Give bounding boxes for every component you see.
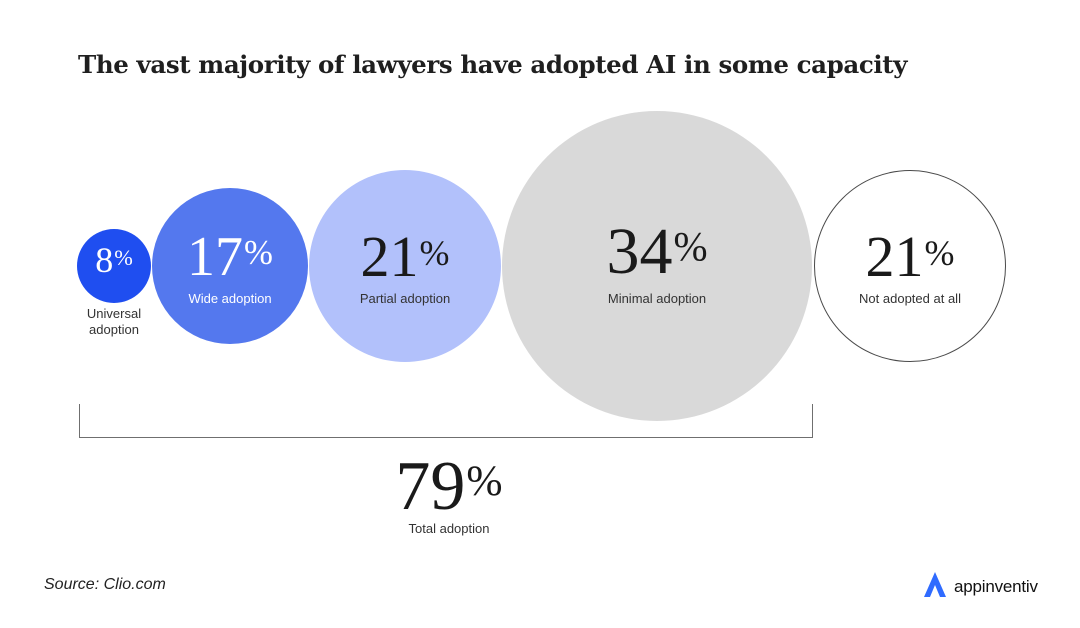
brand-logo: appinventiv xyxy=(921,569,1038,604)
total-value-number: 79 xyxy=(395,448,466,525)
bubble-universal-adoption xyxy=(77,229,151,303)
category-label-partial-adoption: Partial adoption xyxy=(359,291,451,306)
category-label-wide-adoption: Wide adoption xyxy=(188,291,272,306)
bubble-wide-adoption xyxy=(152,188,308,344)
value-label-wide-adoption: 17% xyxy=(187,226,273,288)
value-label-partial-adoption: 21% xyxy=(360,224,450,289)
bubble-partial-adoption xyxy=(309,170,501,362)
category-label-minimal-adoption: Minimal adoption xyxy=(607,291,707,306)
bubble-minimal-adoption xyxy=(502,111,812,421)
total-value: 79% xyxy=(349,452,549,522)
total-value-unit: % xyxy=(466,457,503,506)
total-label: Total adoption xyxy=(408,521,490,536)
brand-name: appinventiv xyxy=(954,576,1038,596)
source-note: Source: Clio.com xyxy=(44,576,166,593)
total-bracket xyxy=(79,404,813,438)
category-label-not-adopted-at-all: Not adopted at all xyxy=(859,291,961,306)
value-label-not-adopted-at-all: 21% xyxy=(865,224,955,289)
chart-title: The vast majority of lawyers have adopte… xyxy=(78,50,908,79)
bubble-not-adopted-at-all xyxy=(814,170,1006,362)
appinventiv-logo-icon xyxy=(921,569,951,604)
category-label-universal-adoption: Universal adoption xyxy=(86,306,142,337)
value-label-minimal-adoption: 34% xyxy=(606,215,708,288)
value-label-universal-adoption: 8% xyxy=(95,240,133,280)
